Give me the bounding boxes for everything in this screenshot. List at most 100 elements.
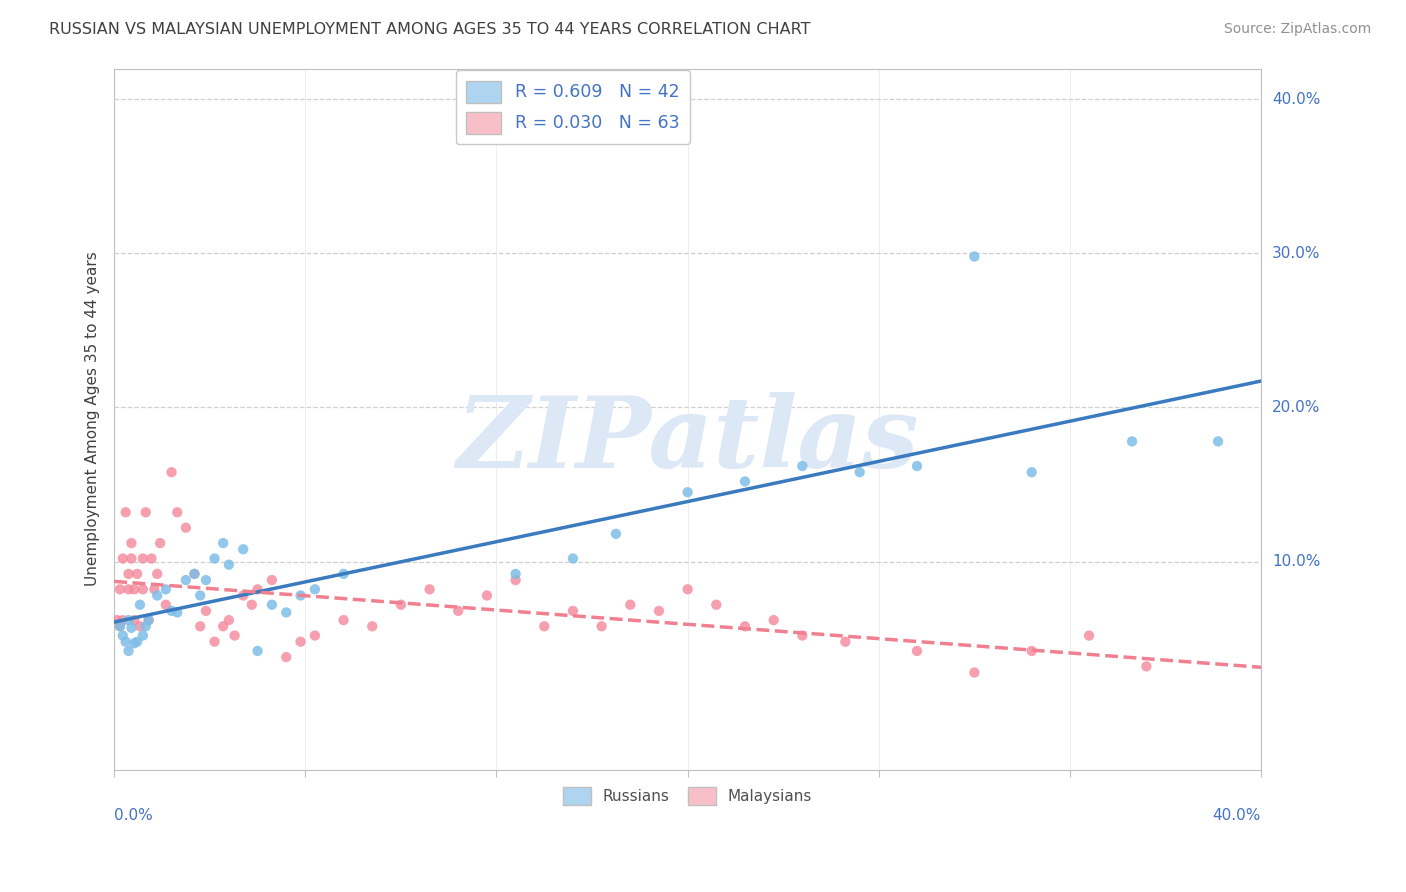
Point <box>290 589 312 603</box>
Point <box>533 619 555 633</box>
Text: 40.0%: 40.0% <box>1213 808 1261 823</box>
Point <box>389 598 412 612</box>
Point <box>1135 659 1157 673</box>
Point <box>111 613 134 627</box>
Point <box>276 650 298 665</box>
Point <box>135 619 157 633</box>
Point <box>155 598 177 612</box>
Point <box>117 644 139 658</box>
Point <box>260 573 283 587</box>
Point <box>332 613 354 627</box>
Text: 30.0%: 30.0% <box>1272 246 1320 261</box>
Point <box>704 598 727 612</box>
Point <box>218 558 240 572</box>
Point <box>224 628 246 642</box>
Point <box>188 619 211 633</box>
Point <box>138 613 160 627</box>
Point <box>762 613 785 627</box>
Point <box>111 551 134 566</box>
Point <box>132 551 155 566</box>
Point <box>117 566 139 581</box>
Point <box>505 573 527 587</box>
Point <box>129 598 152 612</box>
Point <box>188 589 211 603</box>
Point <box>183 566 205 581</box>
Point <box>1206 434 1229 449</box>
Point <box>676 582 699 597</box>
Point <box>120 536 142 550</box>
Point <box>361 619 384 633</box>
Point <box>1021 465 1043 479</box>
Point <box>905 644 928 658</box>
Point <box>792 628 814 642</box>
Point <box>174 521 197 535</box>
Point <box>122 636 145 650</box>
Point <box>260 598 283 612</box>
Point <box>135 505 157 519</box>
Point <box>132 628 155 642</box>
Point <box>963 665 986 680</box>
Point <box>143 582 166 597</box>
Text: ZIPatlas: ZIPatlas <box>457 392 920 488</box>
Point <box>108 619 131 633</box>
Point <box>155 582 177 597</box>
Point <box>146 589 169 603</box>
Point <box>138 613 160 627</box>
Point <box>129 619 152 633</box>
Point <box>204 634 226 648</box>
Point <box>562 551 585 566</box>
Text: Source: ZipAtlas.com: Source: ZipAtlas.com <box>1223 22 1371 37</box>
Point <box>194 604 217 618</box>
Point <box>505 566 527 581</box>
Point <box>127 634 149 648</box>
Point <box>160 465 183 479</box>
Text: 0.0%: 0.0% <box>114 808 153 823</box>
Point <box>174 573 197 587</box>
Point <box>591 619 613 633</box>
Point <box>562 604 585 618</box>
Point <box>304 628 326 642</box>
Point <box>166 505 188 519</box>
Point <box>792 458 814 473</box>
Point <box>122 613 145 627</box>
Point <box>304 582 326 597</box>
Point <box>117 613 139 627</box>
Point <box>141 551 163 566</box>
Point <box>419 582 441 597</box>
Point <box>290 634 312 648</box>
Text: 20.0%: 20.0% <box>1272 400 1320 415</box>
Point <box>734 619 756 633</box>
Point <box>246 582 269 597</box>
Point <box>676 485 699 500</box>
Point <box>114 505 136 519</box>
Point <box>648 604 671 618</box>
Point <box>132 582 155 597</box>
Point <box>108 582 131 597</box>
Point <box>619 598 641 612</box>
Point <box>111 628 134 642</box>
Legend: Russians, Malaysians: Russians, Malaysians <box>557 781 818 811</box>
Point <box>194 573 217 587</box>
Point <box>475 589 498 603</box>
Point <box>605 526 627 541</box>
Point <box>146 566 169 581</box>
Text: 40.0%: 40.0% <box>1272 92 1320 107</box>
Point <box>120 551 142 566</box>
Point <box>127 566 149 581</box>
Point <box>1021 644 1043 658</box>
Y-axis label: Unemployment Among Ages 35 to 44 years: Unemployment Among Ages 35 to 44 years <box>86 252 100 586</box>
Text: 10.0%: 10.0% <box>1272 554 1320 569</box>
Point <box>204 551 226 566</box>
Point <box>246 644 269 658</box>
Point <box>114 634 136 648</box>
Point <box>183 566 205 581</box>
Point <box>120 621 142 635</box>
Point <box>905 458 928 473</box>
Point <box>160 604 183 618</box>
Point <box>212 536 235 550</box>
Point <box>276 606 298 620</box>
Point <box>240 598 263 612</box>
Point <box>108 619 131 633</box>
Point <box>232 589 254 603</box>
Point <box>149 536 172 550</box>
